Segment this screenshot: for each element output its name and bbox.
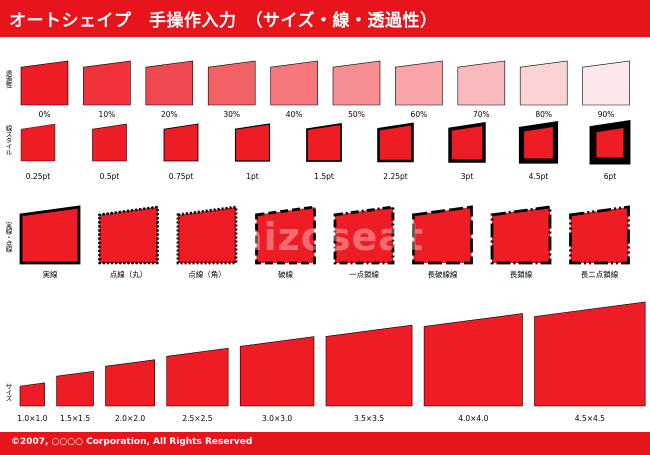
transparency-shape xyxy=(20,60,69,106)
transparency-shape xyxy=(395,60,443,106)
size-caption: 3.0×3.0 xyxy=(262,414,293,423)
line-width-caption: 3pt xyxy=(460,172,474,181)
transparency-caption: 60% xyxy=(410,110,428,119)
transparency-shape xyxy=(582,60,630,106)
size-shape xyxy=(166,347,229,407)
dash-style-shape xyxy=(98,205,159,265)
line-width-caption: 6pt xyxy=(603,172,617,181)
size-shape xyxy=(239,336,315,407)
line-width-caption: 4.5pt xyxy=(528,172,549,181)
size-caption: 2.0×2.0 xyxy=(115,414,146,423)
dash-style-caption: 点線（角） xyxy=(188,270,226,279)
line-width-shape xyxy=(377,122,414,163)
transparency-caption: 0% xyxy=(38,110,51,119)
dash-style-caption: 一点鎖線 xyxy=(349,270,379,279)
line-width-shape xyxy=(306,122,342,162)
size-caption: 4.5×4.5 xyxy=(574,414,605,423)
transparency-caption: 40% xyxy=(285,110,303,119)
row-label-dash: 実線・点線 xyxy=(4,222,12,252)
line-width-caption: 2.25pt xyxy=(383,172,408,181)
size-shape xyxy=(423,313,523,407)
dash-style-caption: 長二点鎖線 xyxy=(580,270,619,279)
transparency-caption: 80% xyxy=(535,110,553,119)
line-width-caption: 1pt xyxy=(246,172,259,181)
dash-style-shape xyxy=(412,205,473,265)
size-caption: 1.5×1.5 xyxy=(59,414,91,423)
size-shape xyxy=(19,382,45,407)
transparency-caption: 20% xyxy=(160,110,178,119)
line-width-shape xyxy=(589,119,631,165)
size-caption: 3.5×3.5 xyxy=(353,414,385,423)
size-caption: 1.0×1.0 xyxy=(17,414,48,423)
dash-style-shape xyxy=(255,205,316,265)
transparency-shape xyxy=(519,60,568,106)
dash-style-caption: 点線（丸） xyxy=(109,270,148,279)
transparency-caption: 50% xyxy=(348,110,365,119)
page-title: オートシェイプ 手操作入力 （サイズ・線・透過性） xyxy=(9,11,438,31)
dash-style-shape xyxy=(490,205,552,265)
dash-style-shape xyxy=(333,205,395,265)
transparency-shape xyxy=(332,60,381,106)
transparency-shape xyxy=(270,60,318,106)
copyright-text: ©2007, ○○○○ Corporation, All Rights Rese… xyxy=(11,437,253,447)
transparency-shape xyxy=(83,60,131,106)
dash-style-caption: 長破線線 xyxy=(427,270,458,279)
line-width-caption: 0.75pt xyxy=(168,172,194,181)
size-shape xyxy=(105,359,155,407)
line-width-shape xyxy=(92,123,127,162)
row-label-line-style: 線スタイル xyxy=(4,125,12,155)
transparency-caption: 90% xyxy=(597,110,615,119)
line-width-caption: 0.5pt xyxy=(99,172,120,181)
line-width-caption: 0.25pt xyxy=(25,172,51,181)
dash-style-caption: 破線 xyxy=(278,270,293,279)
line-width-caption: 1.5pt xyxy=(314,172,334,181)
size-shape xyxy=(325,324,413,407)
size-caption: 4.0×4.0 xyxy=(458,414,489,423)
row-label-transparency: 透過性 xyxy=(4,70,12,88)
dash-style-caption: 長鎖線 xyxy=(509,270,533,279)
line-width-shape xyxy=(518,120,559,164)
line-width-shape xyxy=(234,123,271,162)
footer-bar: ©2007, ○○○○ Corporation, All Rights Rese… xyxy=(0,432,650,455)
transparency-caption: 30% xyxy=(223,110,241,119)
transparency-shape xyxy=(457,60,506,106)
size-shape xyxy=(56,370,94,407)
line-width-shape xyxy=(20,123,56,162)
transparency-caption: 10% xyxy=(98,110,116,119)
dash-style-caption: 実線 xyxy=(42,270,58,279)
header-bar: オートシェイプ 手操作入力 （サイズ・線・透過性） xyxy=(0,0,650,37)
size-caption: 2.5×2.5 xyxy=(182,414,213,423)
line-width-shape xyxy=(163,123,199,162)
transparency-shape xyxy=(145,60,194,106)
row-label-size: サイズ xyxy=(4,383,12,401)
line-width-shape xyxy=(448,121,486,163)
transparency-caption: 70% xyxy=(472,110,490,119)
dash-style-shape xyxy=(176,205,238,265)
transparency-shape xyxy=(207,60,256,106)
size-shape xyxy=(534,301,646,407)
dash-style-shape xyxy=(569,205,630,265)
dash-style-shape xyxy=(19,205,81,265)
